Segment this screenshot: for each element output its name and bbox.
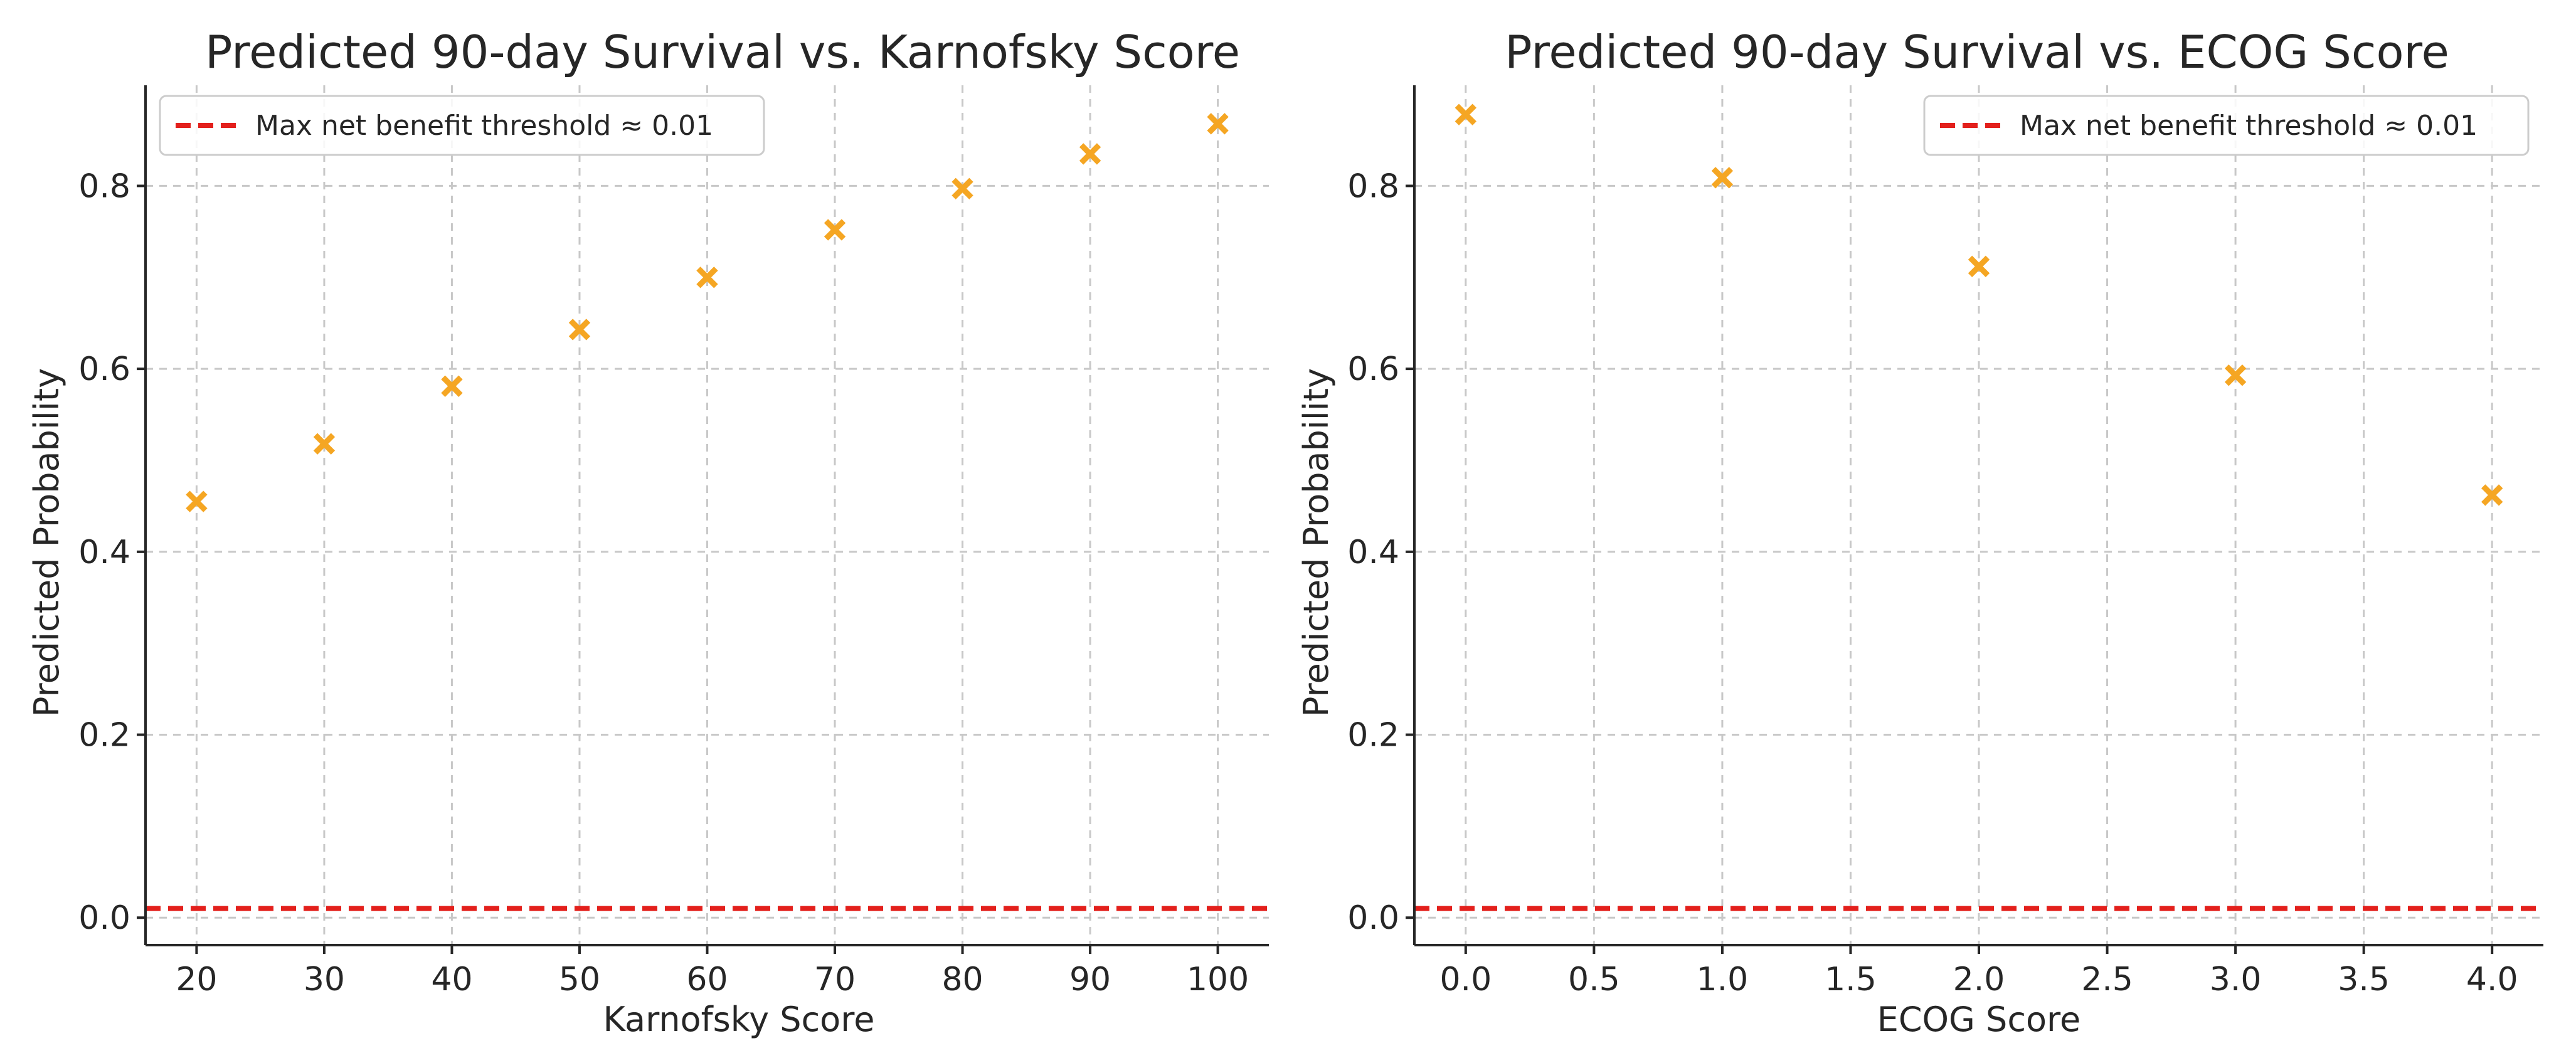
data-point-marker [2224,364,2247,386]
x-tick-label: 3.5 [2338,961,2390,998]
data-point-marker [313,433,336,455]
data-point-marker [1079,143,1101,165]
data-point-marker [1968,255,1990,277]
x-tick-label: 1.5 [1825,961,1877,998]
x-tick-label: 20 [176,961,217,998]
y-tick-label: 0.8 [78,167,130,205]
ticks: 20 30 40 50 60 70 80 90 100 0.0 0.2 0.4 0.6 0.8 [78,167,1249,998]
y-tick-label: 0.8 [1347,167,1399,205]
y-axis-label: Predicted Probability [1296,368,1336,717]
x-tick-label: 3.0 [2210,961,2262,998]
data-points [186,113,1229,512]
y-tick-label: 0.2 [78,717,130,754]
y-tick-label: 0.0 [1347,899,1399,937]
x-tick-label: 30 [304,961,345,998]
x-tick-label: 1.0 [1697,961,1749,998]
chart-title: Predicted 90-day Survival vs. Karnofsky … [205,26,1240,78]
y-tick-label: 0.4 [78,534,130,571]
x-axis-label: Karnofsky Score [603,1000,875,1039]
x-tick-label: 2.0 [1953,961,2005,998]
legend-box [159,95,765,156]
y-tick-label: 0.6 [1347,351,1399,388]
data-point-marker [1711,167,1734,189]
data-point-marker [951,177,973,199]
data-point-marker [1455,103,1477,125]
y-tick-label: 0.4 [1347,534,1399,571]
x-tick-label: 2.5 [2081,961,2133,998]
y-axis-label: Predicted Probability [27,368,66,717]
x-tick-label: 60 [686,961,728,998]
data-point-marker [824,219,846,241]
legend: Max net benefit threshold ≈ 0.01 [159,95,765,156]
y-tick-label: 0.6 [78,351,130,388]
x-tick-label: 70 [814,961,856,998]
x-tick-label: 0.5 [1568,961,1620,998]
data-point-marker [186,490,208,512]
ticks: 0.0 0.5 1.0 1.5 2.0 2.5 3.0 3.5 4.0 0.0 0.2 0.4 0.6 0… [1347,167,2518,998]
x-tick-label: 90 [1069,961,1111,998]
x-tick-label: 100 [1187,961,1249,998]
ecog-chart-panel: Predicted 90-day Survival vs. ECOG Score… [1296,26,2543,1039]
x-tick-label: 0.0 [1439,961,1492,998]
y-tick-label: 0.2 [1347,717,1399,754]
legend-entry-threshold: Max net benefit threshold ≈ 0.01 [255,110,713,142]
x-tick-label: 80 [941,961,983,998]
x-tick-label: 40 [431,961,472,998]
x-axis-label: ECOG Score [1877,1000,2081,1039]
data-point-marker [696,267,718,288]
grid [1414,85,2543,945]
data-points [1455,103,2503,506]
data-point-marker [1207,113,1229,135]
legend-entry-threshold: Max net benefit threshold ≈ 0.01 [2020,110,2478,142]
data-point-marker [568,319,591,341]
data-point-marker [441,375,463,398]
legend: Max net benefit threshold ≈ 0.01 [1923,95,2530,156]
data-point-marker [2481,484,2503,506]
chart-title: Predicted 90-day Survival vs. ECOG Score [1505,26,2449,78]
karnofsky-chart-panel: Predicted 90-day Survival vs. Karnofsky … [27,26,1269,1039]
x-tick-label: 50 [559,961,600,998]
legend-box [1923,95,2530,156]
y-tick-label: 0.0 [78,899,130,937]
x-tick-label: 4.0 [2466,961,2518,998]
